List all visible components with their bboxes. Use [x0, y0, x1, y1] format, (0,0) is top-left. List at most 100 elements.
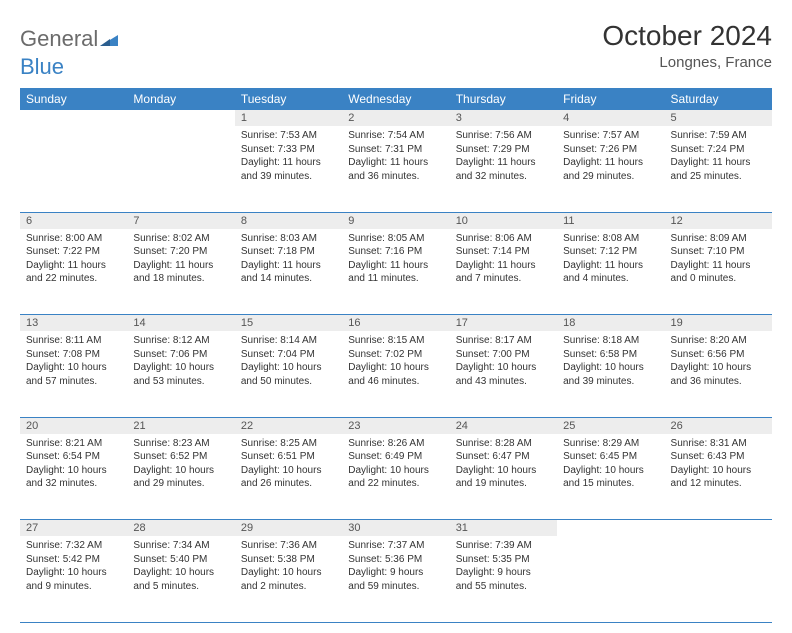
day-info: Sunrise: 8:31 AMSunset: 6:43 PMDaylight:… — [665, 434, 772, 495]
day-cell: Sunrise: 8:18 AMSunset: 6:58 PMDaylight:… — [557, 331, 664, 417]
day-cell: Sunrise: 8:15 AMSunset: 7:02 PMDaylight:… — [342, 331, 449, 417]
day-info: Sunrise: 8:21 AMSunset: 6:54 PMDaylight:… — [20, 434, 127, 495]
weekday-header: Monday — [127, 88, 234, 110]
daylight-line2: and 29 minutes. — [563, 170, 658, 184]
daylight-line1: Daylight: 11 hours — [563, 259, 658, 273]
day-cell: Sunrise: 7:36 AMSunset: 5:38 PMDaylight:… — [235, 536, 342, 622]
day-info: Sunrise: 7:54 AMSunset: 7:31 PMDaylight:… — [342, 126, 449, 187]
daylight-line1: Daylight: 9 hours — [348, 566, 443, 580]
day-number-cell: 24 — [450, 417, 557, 434]
daylight-line1: Daylight: 10 hours — [563, 464, 658, 478]
page-title: October 2024 — [602, 20, 772, 52]
daylight-line2: and 39 minutes. — [563, 375, 658, 389]
daylight-line2: and 5 minutes. — [133, 580, 228, 594]
sunset-text: Sunset: 7:08 PM — [26, 348, 121, 362]
daylight-line1: Daylight: 10 hours — [241, 464, 336, 478]
daylight-line1: Daylight: 10 hours — [456, 361, 551, 375]
daylight-line2: and 50 minutes. — [241, 375, 336, 389]
daylight-line2: and 36 minutes. — [348, 170, 443, 184]
day-info: Sunrise: 8:00 AMSunset: 7:22 PMDaylight:… — [20, 229, 127, 290]
sunset-text: Sunset: 7:26 PM — [563, 143, 658, 157]
daylight-line1: Daylight: 11 hours — [456, 156, 551, 170]
sunrise-text: Sunrise: 8:05 AM — [348, 232, 443, 246]
sunset-text: Sunset: 7:33 PM — [241, 143, 336, 157]
day-cell: Sunrise: 8:02 AMSunset: 7:20 PMDaylight:… — [127, 229, 234, 315]
day-number-cell: 5 — [665, 110, 772, 126]
daylight-line2: and 11 minutes. — [348, 272, 443, 286]
day-number-row: 20212223242526 — [20, 417, 772, 434]
sunrise-text: Sunrise: 7:36 AM — [241, 539, 336, 553]
daylight-line2: and 4 minutes. — [563, 272, 658, 286]
location-subtitle: Longnes, France — [602, 54, 772, 71]
sunset-text: Sunset: 6:52 PM — [133, 450, 228, 464]
daylight-line1: Daylight: 9 hours — [456, 566, 551, 580]
day-info: Sunrise: 8:17 AMSunset: 7:00 PMDaylight:… — [450, 331, 557, 392]
brand-part1: General — [20, 26, 98, 51]
daylight-line1: Daylight: 10 hours — [671, 361, 766, 375]
day-info: Sunrise: 8:08 AMSunset: 7:12 PMDaylight:… — [557, 229, 664, 290]
day-number-cell: 9 — [342, 212, 449, 229]
day-cell — [127, 126, 234, 212]
weekday-header: Friday — [557, 88, 664, 110]
sunset-text: Sunset: 7:16 PM — [348, 245, 443, 259]
daylight-line2: and 22 minutes. — [26, 272, 121, 286]
day-number-cell — [127, 110, 234, 126]
sunrise-text: Sunrise: 7:57 AM — [563, 129, 658, 143]
day-number-cell: 18 — [557, 315, 664, 332]
weekday-header: Sunday — [20, 88, 127, 110]
daylight-line1: Daylight: 10 hours — [26, 566, 121, 580]
daylight-line1: Daylight: 10 hours — [563, 361, 658, 375]
day-number-cell: 27 — [20, 520, 127, 537]
daylight-line2: and 57 minutes. — [26, 375, 121, 389]
sunset-text: Sunset: 7:14 PM — [456, 245, 551, 259]
day-number-cell: 11 — [557, 212, 664, 229]
day-info: Sunrise: 8:14 AMSunset: 7:04 PMDaylight:… — [235, 331, 342, 392]
day-number-cell: 21 — [127, 417, 234, 434]
daylight-line2: and 59 minutes. — [348, 580, 443, 594]
day-info: Sunrise: 8:25 AMSunset: 6:51 PMDaylight:… — [235, 434, 342, 495]
sunrise-text: Sunrise: 8:00 AM — [26, 232, 121, 246]
sunrise-text: Sunrise: 8:14 AM — [241, 334, 336, 348]
sunset-text: Sunset: 7:22 PM — [26, 245, 121, 259]
day-cell: Sunrise: 8:23 AMSunset: 6:52 PMDaylight:… — [127, 434, 234, 520]
sunrise-text: Sunrise: 8:17 AM — [456, 334, 551, 348]
day-body-row: Sunrise: 8:00 AMSunset: 7:22 PM Daylight:… — [20, 229, 772, 315]
sunset-text: Sunset: 5:35 PM — [456, 553, 551, 567]
sunset-text: Sunset: 5:36 PM — [348, 553, 443, 567]
daylight-line2: and 22 minutes. — [348, 477, 443, 491]
day-number-cell: 4 — [557, 110, 664, 126]
daylight-line1: Daylight: 10 hours — [241, 566, 336, 580]
sunset-text: Sunset: 7:20 PM — [133, 245, 228, 259]
daylight-line1: Daylight: 11 hours — [241, 156, 336, 170]
daylight-line1: Daylight: 11 hours — [671, 156, 766, 170]
sunrise-text: Sunrise: 8:21 AM — [26, 437, 121, 451]
day-number-row: 6789101112 — [20, 212, 772, 229]
day-number-cell: 2 — [342, 110, 449, 126]
daylight-line2: and 29 minutes. — [133, 477, 228, 491]
title-block: October 2024 Longnes, France — [602, 20, 772, 71]
sunset-text: Sunset: 7:31 PM — [348, 143, 443, 157]
sunset-text: Sunset: 7:24 PM — [671, 143, 766, 157]
sunset-text: Sunset: 6:54 PM — [26, 450, 121, 464]
daylight-line2: and 39 minutes. — [241, 170, 336, 184]
daylight-line2: and 32 minutes. — [456, 170, 551, 184]
sunrise-text: Sunrise: 8:18 AM — [563, 334, 658, 348]
sunset-text: Sunset: 6:56 PM — [671, 348, 766, 362]
day-cell: Sunrise: 8:12 AMSunset: 7:06 PMDaylight:… — [127, 331, 234, 417]
day-info: Sunrise: 7:37 AMSunset: 5:36 PMDaylight:… — [342, 536, 449, 597]
day-cell: Sunrise: 7:32 AMSunset: 5:42 PMDaylight:… — [20, 536, 127, 622]
day-cell: Sunrise: 8:06 AMSunset: 7:14 PMDaylight:… — [450, 229, 557, 315]
day-number-cell: 16 — [342, 315, 449, 332]
sunrise-text: Sunrise: 8:02 AM — [133, 232, 228, 246]
day-number-cell — [665, 520, 772, 537]
day-body-row: Sunrise: 7:32 AMSunset: 5:42 PMDaylight:… — [20, 536, 772, 622]
daylight-line1: Daylight: 10 hours — [26, 361, 121, 375]
daylight-line2: and 26 minutes. — [241, 477, 336, 491]
sunrise-text: Sunrise: 8:08 AM — [563, 232, 658, 246]
sunset-text: Sunset: 7:12 PM — [563, 245, 658, 259]
day-number-row: 13141516171819 — [20, 315, 772, 332]
brand-logo: GeneralBlue — [20, 20, 118, 80]
daylight-line1: Daylight: 10 hours — [348, 361, 443, 375]
day-number-cell: 6 — [20, 212, 127, 229]
day-body-row: Sunrise: 7:53 AMSunset: 7:33 PMDaylight:… — [20, 126, 772, 212]
